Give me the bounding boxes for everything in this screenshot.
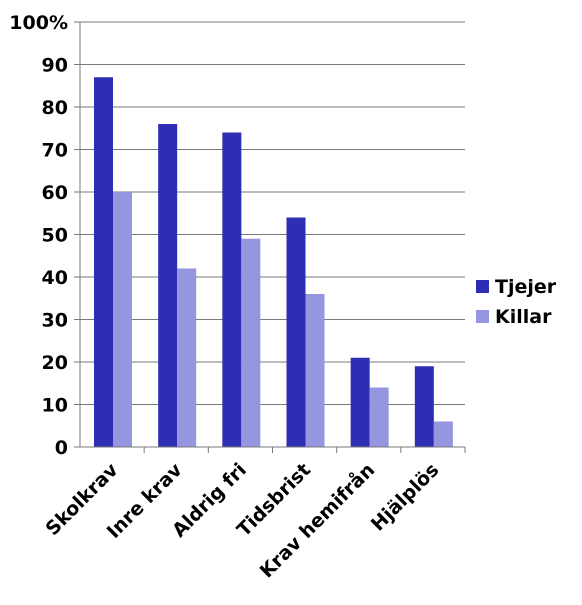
y-tick-label: 20 [42,352,68,374]
legend-label-tjejer: Tjejer [495,276,557,298]
y-tick-label: 10 [42,395,68,417]
bar-killar-4 [305,294,325,447]
bar-tjejer-4 [286,217,306,447]
bar-tjejer-6 [414,366,434,447]
bar-killar-2 [177,268,197,447]
legend-swatch-killar [476,310,489,323]
axes [74,21,466,453]
bar-tjejer-3 [222,132,242,447]
bar-tjejer-5 [350,357,370,447]
bar-killar-1 [113,192,132,447]
y-tick-label: 80 [42,97,68,119]
bar-killar-6 [433,421,453,447]
x-category-label: Krav hemifrån [254,458,379,583]
legend: Tjejer Killar [476,276,557,328]
y-tick-label: 70 [42,140,68,162]
legend-swatch-tjejer [476,280,489,293]
bar-killar-3 [241,238,261,447]
y-tick-label: 0 [55,437,68,459]
bar-tjejer-2 [158,124,178,447]
legend-label-killar: Killar [495,306,552,328]
y-tick-label: 30 [42,310,68,332]
y-tick-label: 100% [9,12,68,34]
y-tick-label: 40 [42,267,68,289]
y-tick-label: 60 [42,182,68,204]
bar-killar-5 [369,387,389,447]
gridlines [80,21,465,405]
x-category-label: Hjälplös [367,459,444,536]
bar-tjejer-1 [94,77,113,447]
y-tick-labels: 0 10 20 30 40 50 60 70 80 90 100% [9,12,68,459]
y-tick-label: 50 [42,225,68,247]
bars [94,77,453,447]
y-tick-label: 90 [42,55,68,77]
